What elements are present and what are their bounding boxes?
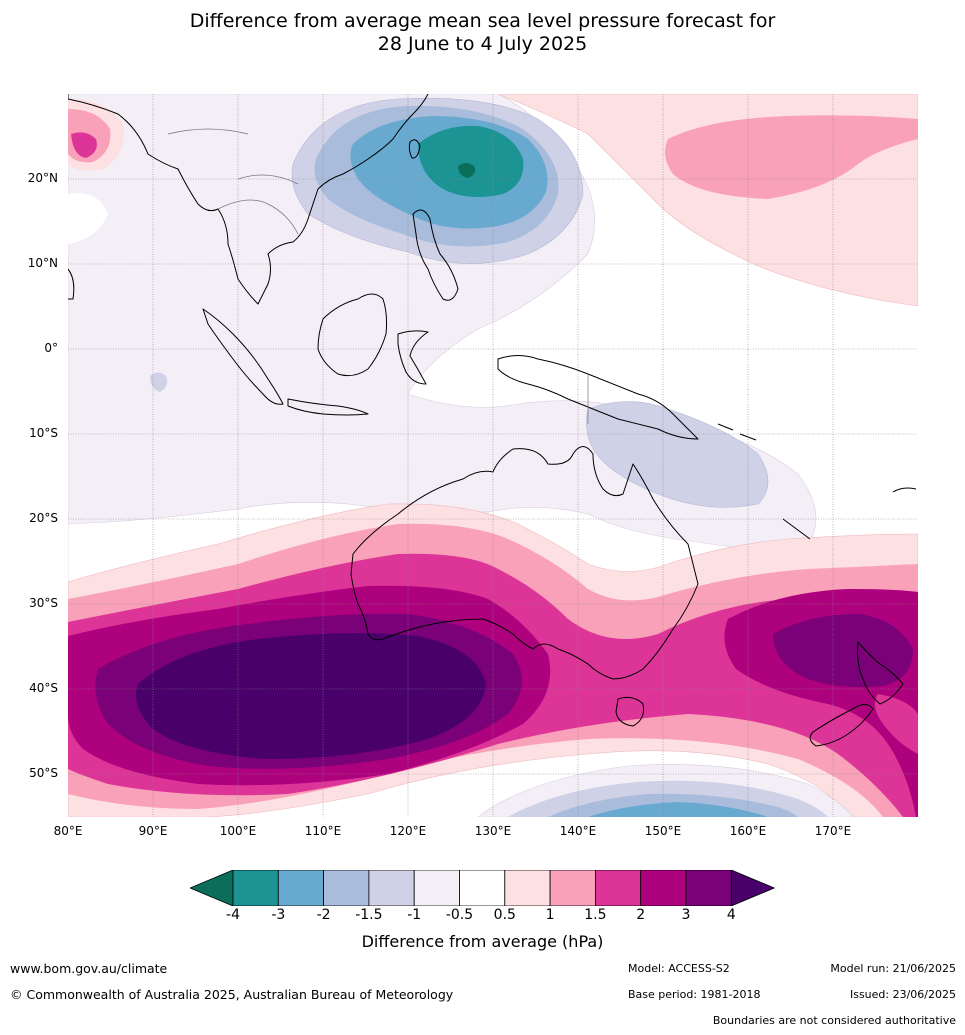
lon-tick-130e: 130°E [474, 824, 512, 838]
colorbar-tick-label: -4 [226, 907, 240, 923]
colorbar-cell [594, 870, 642, 906]
lat-tick-40s: 40°S [29, 681, 58, 695]
colorbar-cell [413, 870, 460, 906]
coastline-new-caledonia [782, 518, 811, 540]
lon-tick-80e: 80°E [53, 824, 83, 838]
coastline-sulawesi [397, 330, 429, 385]
lon-tick-150e: 150°E [644, 824, 682, 838]
coastlines [68, 94, 917, 747]
colorbar [190, 870, 775, 906]
contour-pos3-nz [773, 614, 913, 688]
lon-tick-90e: 90°E [138, 824, 168, 838]
colorbar-label: Difference from average (hPa) [361, 932, 604, 951]
low-east-of-philippines [291, 97, 584, 264]
contour-neg3-philippines [418, 125, 524, 198]
coastline-solomon-islands [717, 423, 757, 441]
colorbar-tick-label: 4 [726, 907, 736, 923]
coastline-borneo [317, 293, 388, 377]
map-title: Difference from average mean sea level p… [0, 10, 965, 56]
lat-tick-30s: 30°S [29, 596, 58, 610]
colorbar-tick-label: 1.5 [584, 907, 607, 923]
colorbar-tick-label: -1.5 [355, 907, 383, 923]
map-canvas [68, 94, 918, 817]
contour-pos15-nz-east [874, 694, 918, 754]
lon-tick-140e: 140°E [559, 824, 597, 838]
high-arabian-sea [68, 99, 124, 171]
country-borders [167, 128, 589, 424]
title-line-2: 28 June to 4 July 2025 [377, 33, 588, 55]
footer-disclaimer: Boundaries are not considered authoritat… [712, 1014, 956, 1027]
footer-website[interactable]: www.bom.gov.au/climate [10, 961, 168, 976]
colorbar-tick-label: -1 [407, 907, 422, 923]
footer-base-period: Base period: 1981-2018 [628, 988, 761, 1001]
contour-pos4-south [135, 633, 486, 759]
lon-tick-160e: 160°E [729, 824, 767, 838]
colorbar-cell [640, 870, 687, 906]
low-southern-ocean [477, 764, 854, 817]
footer-copyright: © Commonwealth of Australia 2025, Austra… [10, 987, 454, 1002]
contour-neg05-tropics-cutout-west [68, 193, 108, 244]
colorbar-extend-low [190, 870, 234, 906]
high-new-zealand [724, 589, 918, 817]
contour-neg4-philippines [458, 163, 476, 178]
colorbar-tick-label: 2 [636, 907, 646, 923]
coastline-sumatra [202, 308, 284, 405]
lat-tick-10n: 10°N [27, 256, 58, 270]
colorbar-cell [232, 870, 279, 906]
coastline-philippines [412, 209, 459, 301]
colorbar-cell [277, 870, 325, 906]
lat-tick-20n: 20°N [27, 171, 58, 185]
coastline-asia-mainland [68, 94, 429, 305]
contour-neg1-small-west [150, 372, 168, 392]
coastline-new-guinea [497, 355, 699, 440]
coastline-nz-north [857, 641, 904, 705]
coastline-taiwan [408, 139, 421, 159]
lon-tick-120e: 120°E [389, 824, 427, 838]
colorbar-tick-label: 0.5 [493, 907, 516, 923]
lon-tick-170e: 170°E [814, 824, 852, 838]
high-north-pacific [497, 94, 918, 307]
lat-tick-20s: 20°S [29, 511, 58, 525]
colorbar-cell [685, 870, 732, 906]
lat-tick-0: 0° [44, 341, 58, 355]
pressure-anomaly-map [68, 94, 918, 817]
colorbar-tick-label: -2 [316, 907, 331, 923]
lat-tick-50s: 50°S [29, 766, 58, 780]
footer-model: Model: ACCESS-S2 [628, 962, 730, 975]
colorbar-cell [323, 870, 370, 906]
contour-pos1-pacific [664, 115, 918, 199]
lon-tick-110e: 110°E [304, 824, 342, 838]
colorbar-cell [459, 870, 506, 906]
colorbar-cell [549, 870, 596, 906]
gridlines [68, 94, 918, 817]
title-line-1: Difference from average mean sea level p… [189, 10, 776, 32]
coastline-australia [350, 446, 699, 680]
colorbar-extend-high [730, 870, 775, 906]
coastline-india [68, 268, 75, 300]
colorbar-tick-label: 3 [681, 907, 691, 923]
colorbar-cell [504, 870, 551, 906]
lat-tick-10s: 10°S [29, 426, 58, 440]
coastline-fiji [892, 487, 917, 493]
colorbar-tick-label: -3 [271, 907, 286, 923]
contour-pos15-west [71, 132, 97, 158]
colorbar-tick-label: -0.5 [445, 907, 474, 923]
colorbar-tick-label: 1 [545, 907, 555, 923]
lon-tick-100e: 100°E [219, 824, 257, 838]
coastline-tasmania [615, 696, 644, 727]
border-indochina [167, 128, 299, 235]
coastline-java [287, 398, 369, 416]
contour-neg2-south [588, 802, 768, 817]
high-southern-ocean-band [68, 503, 918, 817]
footer-issued: Issued: 23/06/2025 [849, 988, 956, 1001]
colorbar-cell [368, 870, 415, 906]
coastline-nz-south [809, 704, 874, 747]
footer-model-run: Model run: 21/06/2025 [830, 962, 956, 975]
